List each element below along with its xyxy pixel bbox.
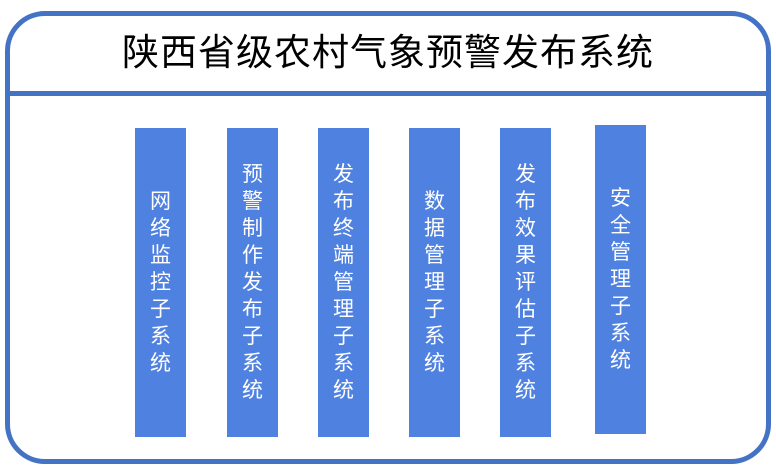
module-label: 数据管理子系统: [424, 189, 445, 375]
module-data-management: 数据管理子系统: [409, 128, 460, 437]
module-label: 安全管理子系统: [610, 186, 631, 372]
module-label: 发布效果评估子系统: [515, 162, 536, 402]
module-network-monitoring: 网络监控子系统: [135, 128, 186, 437]
module-label: 网络监控子系统: [150, 189, 171, 375]
system-frame: [5, 11, 771, 464]
module-terminal-management: 发布终端管理子系统: [318, 128, 369, 437]
module-security-management: 安全管理子系统: [595, 125, 646, 434]
title-divider: [8, 91, 766, 96]
module-warning-production: 预警制作发布子系统: [227, 128, 278, 437]
module-label: 预警制作发布子系统: [242, 162, 263, 402]
diagram-title: 陕西省级农村气象预警发布系统: [122, 31, 654, 74]
module-label: 发布终端管理子系统: [333, 162, 354, 402]
module-effect-evaluation: 发布效果评估子系统: [500, 128, 551, 437]
